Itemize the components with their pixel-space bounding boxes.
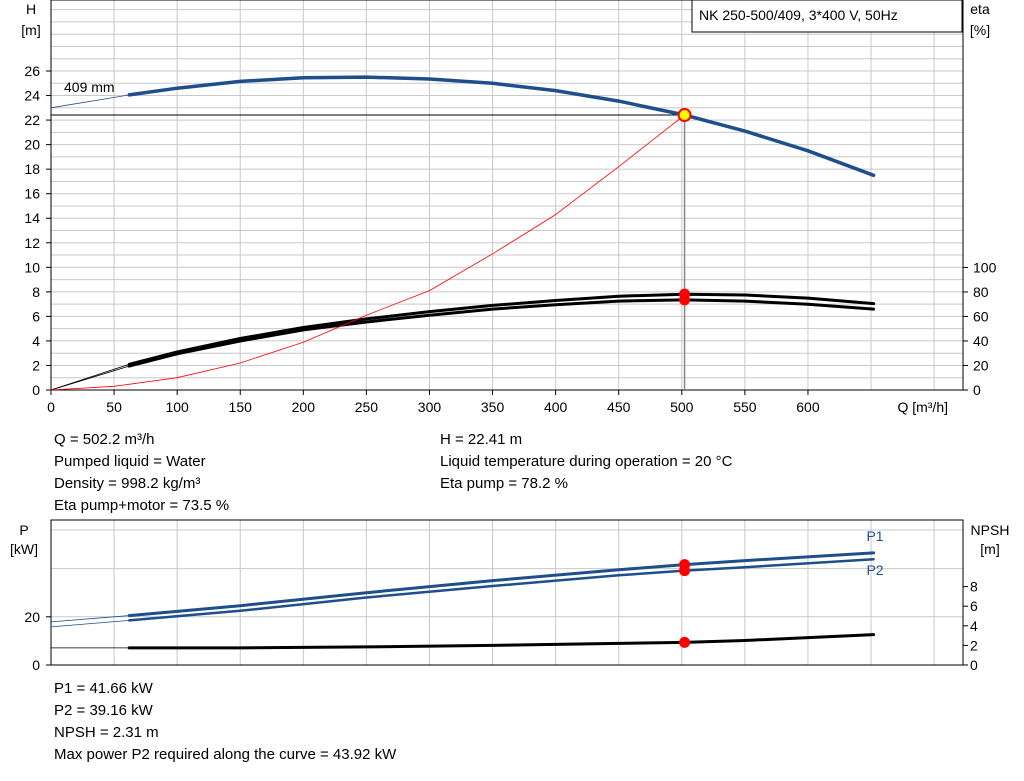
chart-title: NK 250-500/409, 3*400 V, 50Hz xyxy=(699,7,898,23)
head-tick-label: 24 xyxy=(24,88,40,104)
max-power-text: Max power P2 required along the curve = … xyxy=(54,746,397,763)
head-text: H = 22.41 m xyxy=(440,431,523,448)
lower-plot-frame xyxy=(50,519,964,666)
p2-curve xyxy=(127,557,875,622)
head-tick-label: 2 xyxy=(32,357,40,373)
eta-tick-label: 0 xyxy=(973,382,981,398)
p2-series-label: P2 xyxy=(866,562,883,578)
head-tick-label: 10 xyxy=(24,259,40,275)
flow-tick-label: 400 xyxy=(544,399,568,415)
eta-tick-label: 40 xyxy=(973,333,989,349)
upper-grid xyxy=(50,0,963,390)
flow-tick-label: 600 xyxy=(796,399,820,415)
npsh-marker xyxy=(679,636,691,648)
flow-axis-label: Q [m³/h] xyxy=(897,399,948,415)
npsh-tick-label: 6 xyxy=(970,598,978,614)
head-tick-label: 16 xyxy=(24,186,40,202)
head-tick-label: 22 xyxy=(24,112,40,128)
head-tick-label: 14 xyxy=(24,210,40,226)
npsh-tick-label: 2 xyxy=(970,637,978,653)
p1-curve xyxy=(127,551,876,618)
npsh-curve xyxy=(127,633,876,650)
flow-tick-label: 0 xyxy=(47,399,55,415)
flow-tick-label: 200 xyxy=(292,399,316,415)
npsh-text: NPSH = 2.31 m xyxy=(54,724,159,741)
head-tick-label: 12 xyxy=(24,235,40,251)
flow-tick-label: 150 xyxy=(229,399,253,415)
head-tick-label: 0 xyxy=(32,382,40,398)
power-axis-unit: [kW] xyxy=(10,541,38,557)
eta_pump_motor-extrapolated-line xyxy=(50,365,130,391)
p2-extrapolated-line xyxy=(50,620,130,628)
head-tick-label: 18 xyxy=(24,161,40,177)
head-tick-label: 26 xyxy=(24,63,40,79)
eta-tick-label: 20 xyxy=(973,357,989,373)
flow-tick-label: 550 xyxy=(733,399,757,415)
operating-point-marker xyxy=(677,108,692,123)
power-axis-label: P xyxy=(19,522,28,538)
flow-tick-label: 350 xyxy=(481,399,505,415)
upper-plot-frame xyxy=(50,0,964,391)
p1-extrapolated-line xyxy=(50,615,130,623)
eta-pump-text: Eta pump = 78.2 % xyxy=(440,475,568,492)
eta_pump-curve xyxy=(127,292,876,366)
eta_pump_motor-curve xyxy=(127,298,876,368)
eta-tick-label: 80 xyxy=(973,284,989,300)
npsh-axis-label: NPSH xyxy=(971,522,1010,538)
eta-tick-label: 100 xyxy=(973,259,997,275)
pumped-liquid-text: Pumped liquid = Water xyxy=(54,453,206,470)
flow-tick-label: 450 xyxy=(607,399,631,415)
impeller-diameter-label: 409 mm xyxy=(64,79,115,95)
flow-tick-label: 250 xyxy=(355,399,379,415)
p1-text: P1 = 41.66 kW xyxy=(54,680,153,697)
lower-info: P1 = 41.66 kW P2 = 39.16 kW NPSH = 2.31 … xyxy=(54,678,396,766)
head-axis-label: H xyxy=(26,1,36,17)
head-axis-unit: [m] xyxy=(21,22,40,38)
flow-tick-label: 50 xyxy=(106,399,122,415)
head-tick-label: 6 xyxy=(32,308,40,324)
head-extrapolated-line xyxy=(50,94,130,109)
p2-text: P2 = 39.16 kW xyxy=(54,702,153,719)
head-tick-label: 8 xyxy=(32,284,40,300)
eta-tick-label: 60 xyxy=(973,308,989,324)
npsh-tick-label: 0 xyxy=(970,657,978,673)
flow-tick-label: 100 xyxy=(165,399,189,415)
flow-rate-text: Q = 502.2 m³/h xyxy=(54,431,155,448)
eta-marker xyxy=(679,294,691,306)
lower-grid xyxy=(50,520,963,665)
npsh-tick-label: 8 xyxy=(970,579,978,595)
eta-pump-motor-text: Eta pump+motor = 73.5 % xyxy=(54,497,230,514)
power-tick-label: 20 xyxy=(24,609,40,625)
eta-axis-label: eta xyxy=(970,1,990,17)
title-box xyxy=(691,0,963,33)
upper-info-left: Q = 502.2 m³/h Pumped liquid = Water Den… xyxy=(54,429,229,517)
p1-series-label: P1 xyxy=(866,528,883,544)
system-curve xyxy=(50,114,685,391)
upper-info-right: H = 22.41 m Liquid temperature during op… xyxy=(440,429,732,495)
head-curve xyxy=(127,75,876,178)
head-tick-label: 20 xyxy=(24,137,40,153)
eta-axis-unit: [%] xyxy=(970,22,990,38)
flow-tick-label: 500 xyxy=(670,399,694,415)
p2-marker xyxy=(679,565,691,577)
power-tick-label: 0 xyxy=(32,657,40,673)
liquid-temperature-text: Liquid temperature during operation = 20… xyxy=(440,453,733,470)
head-tick-label: 4 xyxy=(32,333,40,349)
flow-tick-label: 300 xyxy=(418,399,442,415)
npsh-tick-label: 4 xyxy=(970,618,978,634)
density-text: Density = 998.2 kg/m³ xyxy=(54,475,201,492)
npsh-axis-unit: [m] xyxy=(980,541,999,557)
